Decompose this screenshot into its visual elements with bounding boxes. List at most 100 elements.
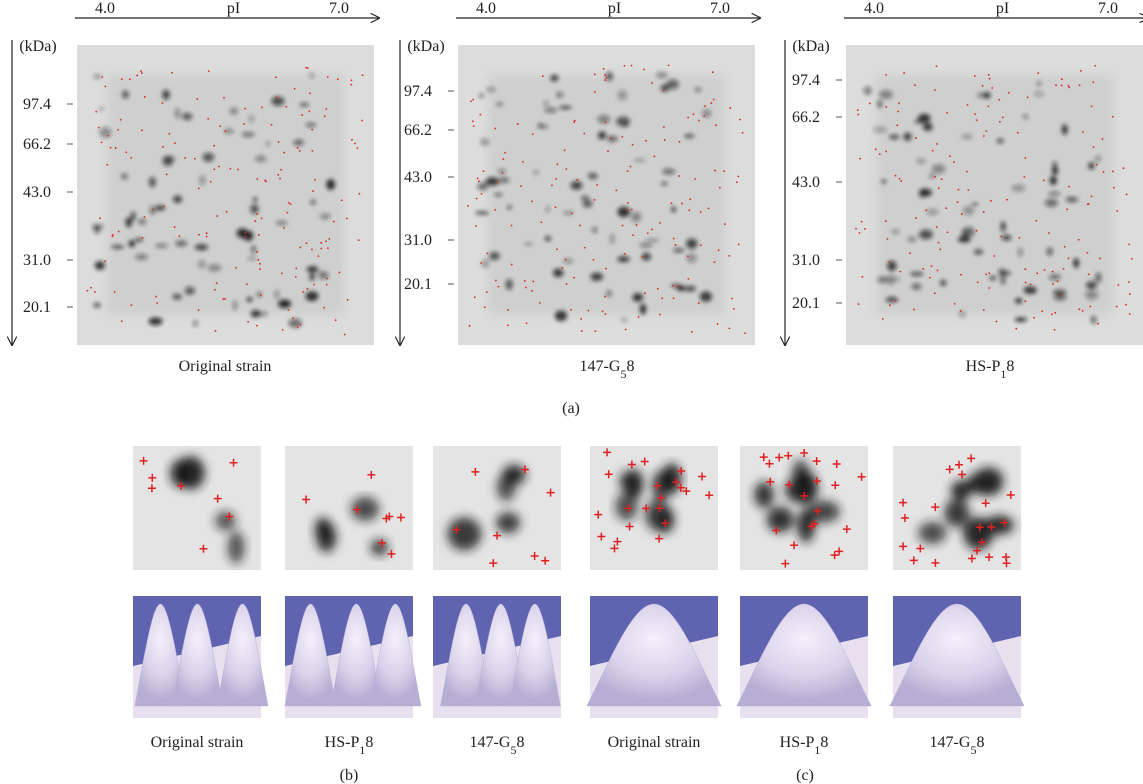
spot-marker [898, 102, 900, 104]
spot [173, 195, 182, 203]
spot-marker [1064, 246, 1066, 248]
caption-part: 8 [1006, 358, 1014, 375]
spot-marker [246, 283, 248, 285]
spot [309, 72, 314, 78]
spot-marker [985, 274, 987, 276]
spot-marker [472, 99, 474, 101]
spot-marker [708, 207, 710, 209]
spot-marker [1125, 304, 1127, 306]
spot-marker [698, 120, 700, 122]
spot-marker [983, 135, 985, 137]
spot [1036, 81, 1041, 85]
spot-marker [142, 237, 144, 239]
spot [1091, 316, 1096, 324]
spot [592, 227, 597, 233]
spot-marker [573, 121, 575, 123]
spot [661, 182, 667, 186]
spot-marker [256, 178, 258, 180]
spot [590, 273, 603, 281]
zoom-spot [502, 465, 525, 485]
spot-marker [888, 261, 890, 263]
spot [685, 286, 696, 292]
spot-marker [915, 137, 917, 139]
caption-part: HS-P [780, 734, 815, 751]
spot-marker [1087, 252, 1089, 254]
spot [250, 204, 258, 214]
spot-marker [198, 309, 200, 311]
spot-marker [661, 297, 663, 299]
spot-marker [739, 119, 741, 121]
spot-marker [87, 290, 89, 292]
spot-marker [311, 150, 313, 152]
spot-marker [736, 181, 738, 183]
spot-marker [1027, 97, 1029, 99]
spot [199, 175, 205, 185]
spot-marker [1060, 294, 1062, 296]
spot-marker [243, 123, 245, 125]
spot [631, 212, 641, 222]
spot [91, 224, 104, 229]
spot-marker [631, 65, 633, 67]
spot [1015, 317, 1027, 321]
spot-marker [474, 296, 476, 298]
spot [673, 248, 684, 252]
spot [864, 86, 872, 95]
spot-marker [540, 221, 542, 223]
spot-marker [967, 189, 969, 191]
caption-part: 8 [976, 734, 984, 751]
spot [1052, 166, 1058, 175]
spot-marker [106, 164, 108, 166]
spot-marker [915, 217, 917, 219]
spot-marker [677, 286, 679, 288]
spot-marker [226, 211, 228, 213]
spot-marker [647, 232, 649, 234]
spot-marker [198, 188, 200, 190]
spot-marker [627, 170, 629, 172]
spot-marker [470, 100, 472, 102]
gel-image [846, 45, 1143, 345]
spot [203, 153, 215, 162]
spot [293, 139, 304, 145]
spot-marker [121, 78, 123, 80]
zoom-spot [315, 517, 331, 539]
spot-marker [1017, 132, 1019, 134]
zoom-spot [351, 497, 380, 521]
spot-marker [358, 239, 360, 241]
pi-label: pI [227, 0, 240, 17]
zoom-gel [587, 446, 721, 718]
spot [249, 115, 254, 123]
spot-marker [645, 140, 647, 142]
spot-marker [171, 72, 173, 74]
spot [588, 173, 598, 179]
spot-marker [1068, 186, 1070, 188]
spot [662, 169, 675, 175]
spot [889, 135, 900, 139]
spot-marker [168, 133, 170, 135]
spot [495, 103, 503, 106]
spot [247, 297, 253, 302]
spot-marker [351, 79, 353, 81]
spot-marker [213, 168, 215, 170]
spot-marker [551, 184, 553, 186]
spot-marker [307, 67, 309, 69]
spot-marker [507, 324, 509, 326]
spot-marker [687, 255, 689, 257]
caption-part: 147-G [580, 358, 621, 375]
mw-tick: 66.2 [792, 109, 820, 126]
spot-marker [718, 249, 720, 251]
surface-plot [737, 596, 871, 718]
spot-marker [283, 227, 285, 229]
spot [276, 221, 288, 225]
mw-unit: (kDa) [792, 38, 829, 55]
spot-marker [1068, 87, 1070, 89]
spot-marker [914, 84, 916, 86]
spot-marker [480, 262, 482, 264]
gel-image [458, 45, 755, 345]
mw-unit: (kDa) [19, 38, 56, 55]
spot [640, 243, 653, 247]
spot-marker [651, 229, 653, 231]
spot-marker [580, 318, 582, 320]
spot-marker [638, 316, 640, 318]
spot-marker [140, 70, 142, 72]
spot-marker [1094, 65, 1096, 67]
